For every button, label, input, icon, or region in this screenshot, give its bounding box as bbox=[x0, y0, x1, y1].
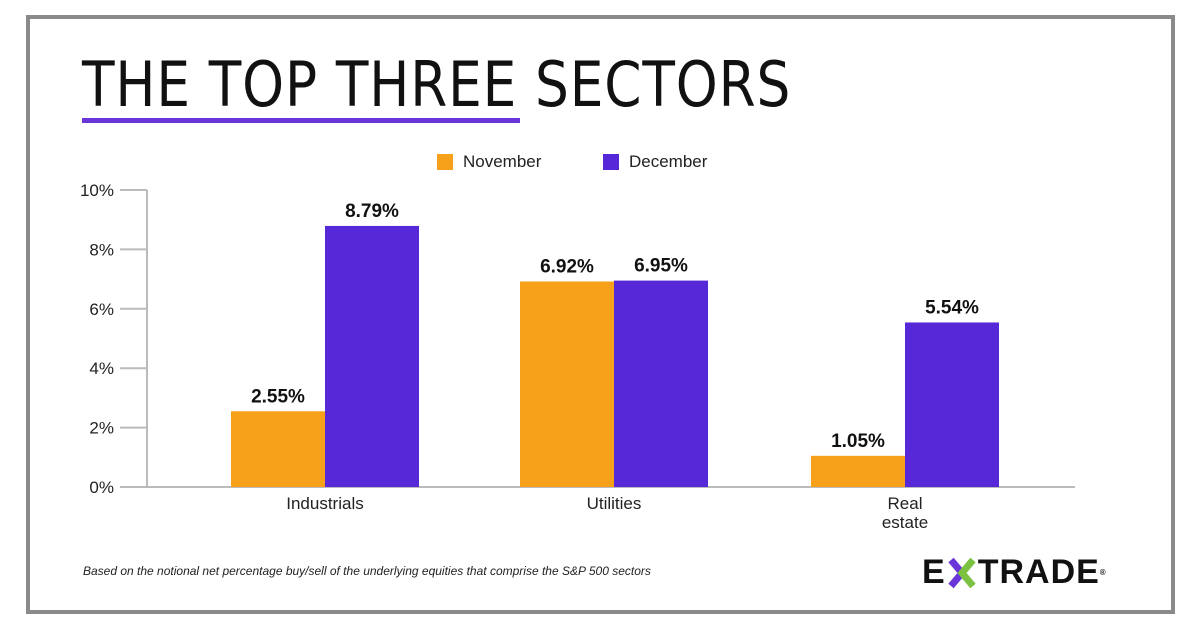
footnote: Based on the notional net percentage buy… bbox=[83, 564, 651, 578]
data-label: 5.54% bbox=[925, 297, 979, 318]
x-tick-label: Utilities bbox=[587, 494, 642, 513]
data-label: 2.55% bbox=[251, 386, 305, 407]
x-tick-label: Industrials bbox=[286, 494, 363, 513]
data-label: 6.92% bbox=[540, 256, 594, 277]
bar-november bbox=[811, 455, 905, 487]
x-tick-label: estate bbox=[882, 513, 928, 532]
data-label: 8.79% bbox=[345, 201, 399, 222]
bar-november bbox=[231, 411, 325, 487]
y-tick-label: 4% bbox=[89, 359, 114, 378]
y-tick-label: 6% bbox=[89, 300, 114, 319]
y-tick-label: 8% bbox=[89, 240, 114, 259]
chart-title: THE TOP THREE SECTORS bbox=[82, 48, 792, 121]
y-tick-label: 10% bbox=[80, 181, 114, 200]
asterisk-logo-icon bbox=[948, 557, 976, 588]
legend-swatch-november bbox=[437, 154, 453, 170]
etrade-logo: E TRADE ® bbox=[922, 553, 1107, 591]
legend-item-november: November bbox=[437, 152, 541, 172]
bar-december bbox=[325, 225, 419, 487]
y-tick-label: 2% bbox=[89, 419, 114, 438]
legend-label-november: November bbox=[463, 152, 542, 171]
y-tick-label: 0% bbox=[89, 478, 114, 497]
data-label: 6.95% bbox=[634, 256, 688, 277]
x-tick-label: Real bbox=[888, 494, 923, 513]
bar-december bbox=[905, 322, 999, 487]
legend-label-december: December bbox=[629, 152, 708, 171]
title-underline bbox=[82, 118, 520, 123]
bar-november bbox=[520, 281, 614, 487]
bar-december bbox=[614, 280, 708, 487]
data-label: 1.05% bbox=[831, 431, 885, 452]
legend-item-december: December bbox=[603, 152, 707, 172]
legend-swatch-december bbox=[603, 154, 619, 170]
